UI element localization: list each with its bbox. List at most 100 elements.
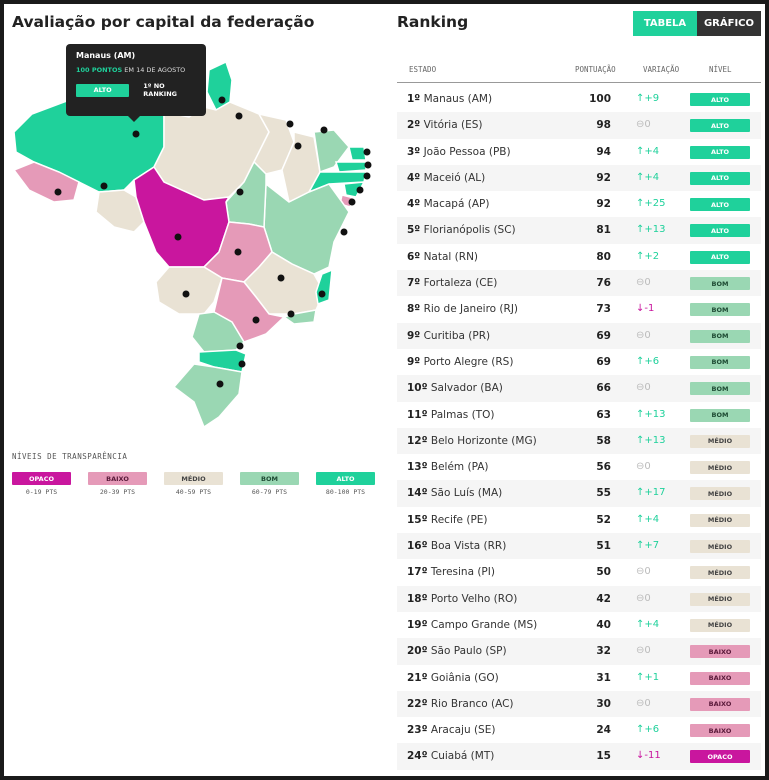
tooltip-date: EM 14 DE AGOSTO xyxy=(124,66,186,74)
capital-dot[interactable] xyxy=(216,380,224,388)
capital-dot[interactable] xyxy=(236,188,244,196)
row-city: João Pessoa (PB) xyxy=(423,145,511,158)
row-change: ↑+2 xyxy=(636,250,660,262)
row-score: 30 xyxy=(596,697,611,710)
table-row[interactable]: 3º João Pessoa (PB) 94 ↑+4 ALTO xyxy=(397,139,761,165)
ranking-table-body: 1º Manaus (AM) 100 ↑+9 ALTO 2º Vitória (ES) 9… xyxy=(397,86,761,770)
capital-dot[interactable] xyxy=(238,360,246,368)
table-row[interactable]: 18º Porto Velho (RO) 42 ⊖0 MÉDIO xyxy=(397,585,761,612)
table-row[interactable]: 7º Fortaleza (CE) 76 ⊖0 BOM xyxy=(397,270,761,297)
table-row[interactable]: 23º Aracaju (SE) 24 ↑+6 BAIXO xyxy=(397,717,761,743)
table-row[interactable]: 22º Rio Branco (AC) 30 ⊖0 BAIXO xyxy=(397,690,761,718)
capital-dot[interactable] xyxy=(320,126,328,134)
state-ms[interactable] xyxy=(155,266,223,315)
tooltip-points: 100 PONTOS xyxy=(76,66,123,74)
table-row[interactable]: 1º Manaus (AM) 100 ↑+9 ALTO xyxy=(397,86,761,112)
row-score: 24 xyxy=(596,724,611,737)
row-level-badge: ALTO xyxy=(690,224,750,238)
capital-dot[interactable] xyxy=(174,233,182,241)
row-change: ⊖0 xyxy=(636,119,651,131)
row-rank: 4º xyxy=(407,198,421,211)
capital-dot[interactable] xyxy=(236,342,244,350)
header-score[interactable]: PONTUAÇÃO xyxy=(575,65,616,74)
header-state[interactable]: ESTADO xyxy=(409,65,437,74)
row-change: ↑+13 xyxy=(636,224,666,236)
table-row[interactable]: 10º Salvador (BA) 66 ⊖0 BOM xyxy=(397,375,761,402)
capital-dot[interactable] xyxy=(318,290,326,298)
capital-dot[interactable] xyxy=(348,198,356,206)
capital-dot[interactable] xyxy=(234,248,242,256)
state-rs[interactable] xyxy=(172,363,243,429)
capital-dot[interactable] xyxy=(54,188,62,196)
table-row[interactable]: 14º São Luís (MA) 55 ↑+17 MÉDIO xyxy=(397,480,761,507)
row-city: São Luís (MA) xyxy=(430,487,503,500)
row-state: 7º Fortaleza (CE) xyxy=(407,277,497,289)
row-state: 8º Rio de Janeiro (RJ) xyxy=(407,303,518,315)
header-level[interactable]: NÍVEL xyxy=(709,65,732,74)
state-ro[interactable] xyxy=(95,189,145,233)
capital-dot[interactable] xyxy=(287,310,295,318)
legend-title: NÍVEIS DE TRANSPARÊNCIA xyxy=(12,452,128,461)
table-row[interactable]: 17º Teresina (PI) 50 ⊖0 MÉDIO xyxy=(397,559,761,585)
capital-dot[interactable] xyxy=(340,228,348,236)
capital-dot[interactable] xyxy=(363,148,371,156)
capital-dot[interactable] xyxy=(252,316,260,324)
row-change: ⊖0 xyxy=(636,697,651,709)
state-ce[interactable] xyxy=(313,129,350,174)
table-row[interactable]: 2º Vitória (ES) 98 ⊖0 ALTO xyxy=(397,112,761,139)
table-row[interactable]: 8º Rio de Janeiro (RJ) 73 ↓-1 BOM xyxy=(397,296,761,322)
capital-dot[interactable] xyxy=(182,290,190,298)
state-rj[interactable] xyxy=(282,309,317,325)
table-row[interactable]: 13º Belém (PA) 56 ⊖0 MÉDIO xyxy=(397,454,761,480)
row-rank: 4º xyxy=(407,171,421,184)
row-score: 58 xyxy=(596,434,611,447)
row-rank: 16º xyxy=(407,540,428,553)
row-level-badge: BOM xyxy=(690,277,750,291)
table-row[interactable]: 19º Campo Grande (MS) 40 ↑+4 MÉDIO xyxy=(397,612,761,638)
table-row[interactable]: 24º Cuiabá (MT) 15 ↓-11 OPACO xyxy=(397,743,761,770)
table-row[interactable]: 6º Natal (RN) 80 ↑+2 ALTO xyxy=(397,244,761,270)
brazil-map[interactable] xyxy=(4,52,384,442)
capital-dot[interactable] xyxy=(286,120,294,128)
capital-dot[interactable] xyxy=(364,161,372,169)
table-row[interactable]: 21º Goiânia (GO) 31 ↑+1 BAIXO xyxy=(397,665,761,691)
tab-chart[interactable]: GRÁFICO xyxy=(697,11,761,36)
table-row[interactable]: 12º Belo Horizonte (MG) 58 ↑+13 MÉDIO xyxy=(397,427,761,455)
capital-dot[interactable] xyxy=(235,112,243,120)
state-rn[interactable] xyxy=(348,146,367,161)
table-row[interactable]: 4º Macapá (AP) 92 ↑+25 ALTO xyxy=(397,191,761,217)
table-row[interactable]: 11º Palmas (TO) 63 ↑+13 BOM xyxy=(397,402,761,428)
row-change: ↑+7 xyxy=(636,540,660,552)
table-row[interactable]: 5º Florianópolis (SC) 81 ↑+13 ALTO xyxy=(397,217,761,244)
row-level-badge: MÉDIO xyxy=(690,540,750,554)
capital-dot[interactable] xyxy=(100,182,108,190)
capital-dot[interactable] xyxy=(132,130,140,138)
legend-swatch: MÉDIO xyxy=(164,472,223,485)
capital-dot[interactable] xyxy=(218,96,226,104)
state-al[interactable] xyxy=(343,181,366,198)
row-rank: 17º xyxy=(407,566,428,579)
capital-dot[interactable] xyxy=(356,186,364,194)
row-city: Rio Branco (AC) xyxy=(430,697,514,710)
row-rank: 22º xyxy=(407,697,428,710)
state-pb[interactable] xyxy=(334,161,367,173)
capital-dot[interactable] xyxy=(363,172,371,180)
capital-dot[interactable] xyxy=(294,142,302,150)
legend-item-alto: ALTO 80-100 PTS xyxy=(316,472,375,496)
table-row[interactable]: 20º São Paulo (SP) 32 ⊖0 BAIXO xyxy=(397,638,761,665)
row-change: ↑+25 xyxy=(636,198,666,210)
state-ac[interactable] xyxy=(12,161,80,203)
row-state: 5º Florianópolis (SC) xyxy=(407,224,516,236)
table-row[interactable]: 9º Porto Alegre (RS) 69 ↑+6 BOM xyxy=(397,349,761,375)
table-row[interactable]: 15º Recife (PE) 52 ↑+4 MÉDIO xyxy=(397,507,761,533)
row-score: 76 xyxy=(596,277,611,290)
row-level-badge: ALTO xyxy=(690,145,750,159)
row-city: Recife (PE) xyxy=(430,513,488,526)
table-row[interactable]: 16º Boa Vista (RR) 51 ↑+7 MÉDIO xyxy=(397,533,761,560)
state-es[interactable] xyxy=(315,268,333,306)
header-change[interactable]: VARIAÇÃO xyxy=(643,65,680,74)
tab-table[interactable]: TABELA xyxy=(633,11,697,36)
capital-dot[interactable] xyxy=(277,274,285,282)
table-row[interactable]: 9º Curitiba (PR) 69 ⊖0 BOM xyxy=(397,322,761,349)
table-row[interactable]: 4º Maceió (AL) 92 ↑+4 ALTO xyxy=(397,164,761,192)
